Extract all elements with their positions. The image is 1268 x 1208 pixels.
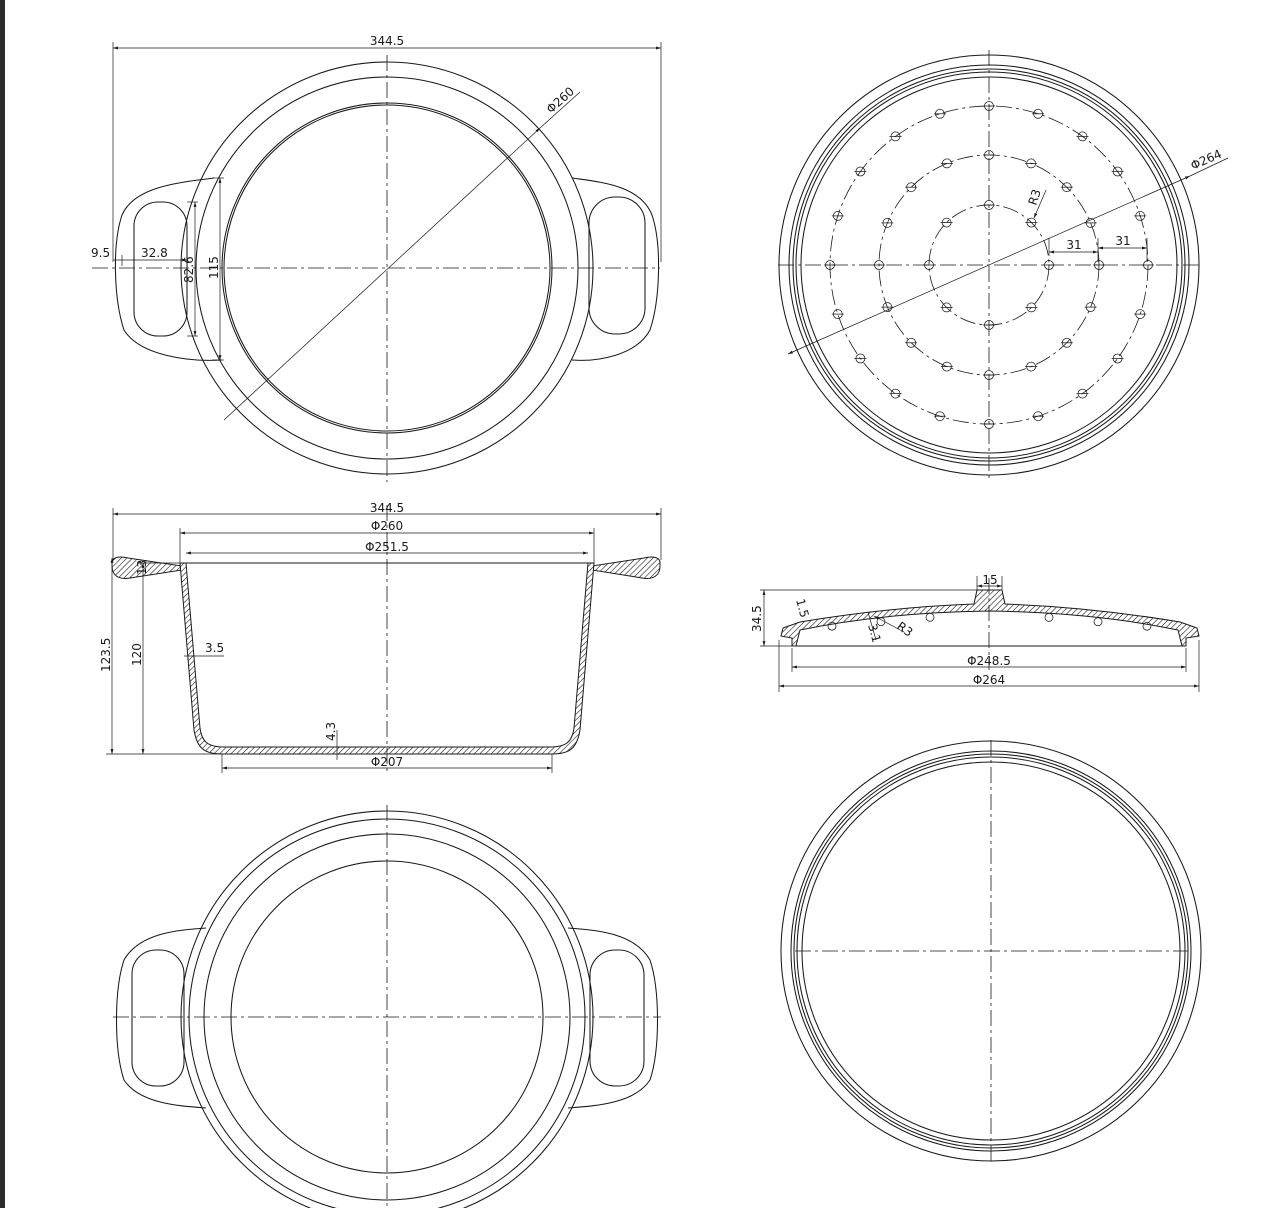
window-left-border	[0, 0, 5, 1208]
dim-rim-diameter: Φ260	[544, 84, 577, 116]
dim-lid-knob-width: 15	[982, 573, 997, 587]
dim-section-total-height: 123.5	[99, 638, 113, 672]
dim-lid-wall-thickness: 3.1	[865, 622, 883, 644]
pot-bottom-handle-left	[115, 927, 207, 1109]
section-lid	[780, 589, 1200, 647]
dim-section-handle-thickness: 13	[135, 560, 149, 575]
dim-handle-root-height: 115	[207, 256, 221, 279]
dim-lid-height: 34.5	[750, 605, 764, 632]
dim-handle-hole-width: 32.8	[141, 246, 168, 260]
dim-overall-width: 344.5	[370, 34, 404, 48]
dim-hole-pitch-2: 31	[1115, 234, 1130, 248]
dim-section-inner-diameter: Φ251.5	[365, 540, 409, 554]
dim-section-wall-thickness: 3.5	[205, 641, 224, 655]
dim-lid-rim-thickness: 1.5	[793, 597, 811, 619]
dim-handle-hole-height: 82.6	[182, 256, 196, 283]
dim-lid-diameter: Φ264	[1189, 147, 1224, 173]
dim-handle-offset: 9.5	[91, 246, 110, 260]
dim-hole-pitch-1: 31	[1066, 238, 1081, 252]
dim-section-body-height: 120	[130, 643, 144, 666]
section-vent-hole	[1093, 617, 1103, 627]
dim-lid-outer-diameter: Φ264	[973, 673, 1005, 687]
dim-section-outer-diameter: Φ260	[371, 519, 403, 533]
pot-bottom-view	[113, 805, 661, 1208]
lid-top-view: Φ264 R3 31 31	[778, 50, 1229, 480]
pot-top-view: 344.5 Φ260 9.5 32.8 82.6 115	[91, 34, 662, 482]
dim-section-overall-width: 344.5	[370, 501, 404, 515]
pot-handle-right	[571, 177, 660, 361]
pot-section-view: 344.5 Φ260 Φ251.5 Φ207 123.5 120 13 3.5 …	[99, 501, 662, 775]
lid-bottom-view	[780, 740, 1202, 1164]
section-vent-hole	[1044, 613, 1054, 622]
pot-handle-left	[114, 177, 223, 361]
lid-section-holes	[827, 612, 1152, 631]
section-vent-hole	[925, 612, 935, 622]
lid-section-view: 34.5 15 1.5 3.1 R3 Φ248.5 Φ264	[750, 573, 1200, 692]
pot-bottom-handle-right	[567, 927, 659, 1109]
section-vent-hole	[1142, 621, 1152, 631]
section-handle-right	[591, 556, 661, 579]
dim-lid-inner-diameter: Φ248.5	[967, 654, 1011, 668]
dim-hole-radius: R3	[1026, 187, 1044, 207]
dim-section-bottom-thickness: 4.3	[324, 722, 338, 741]
dim-section-bottom-diameter: Φ207	[371, 755, 403, 769]
section-vent-hole	[827, 621, 837, 631]
dim-lid-fillet-radius: R3	[894, 619, 915, 640]
